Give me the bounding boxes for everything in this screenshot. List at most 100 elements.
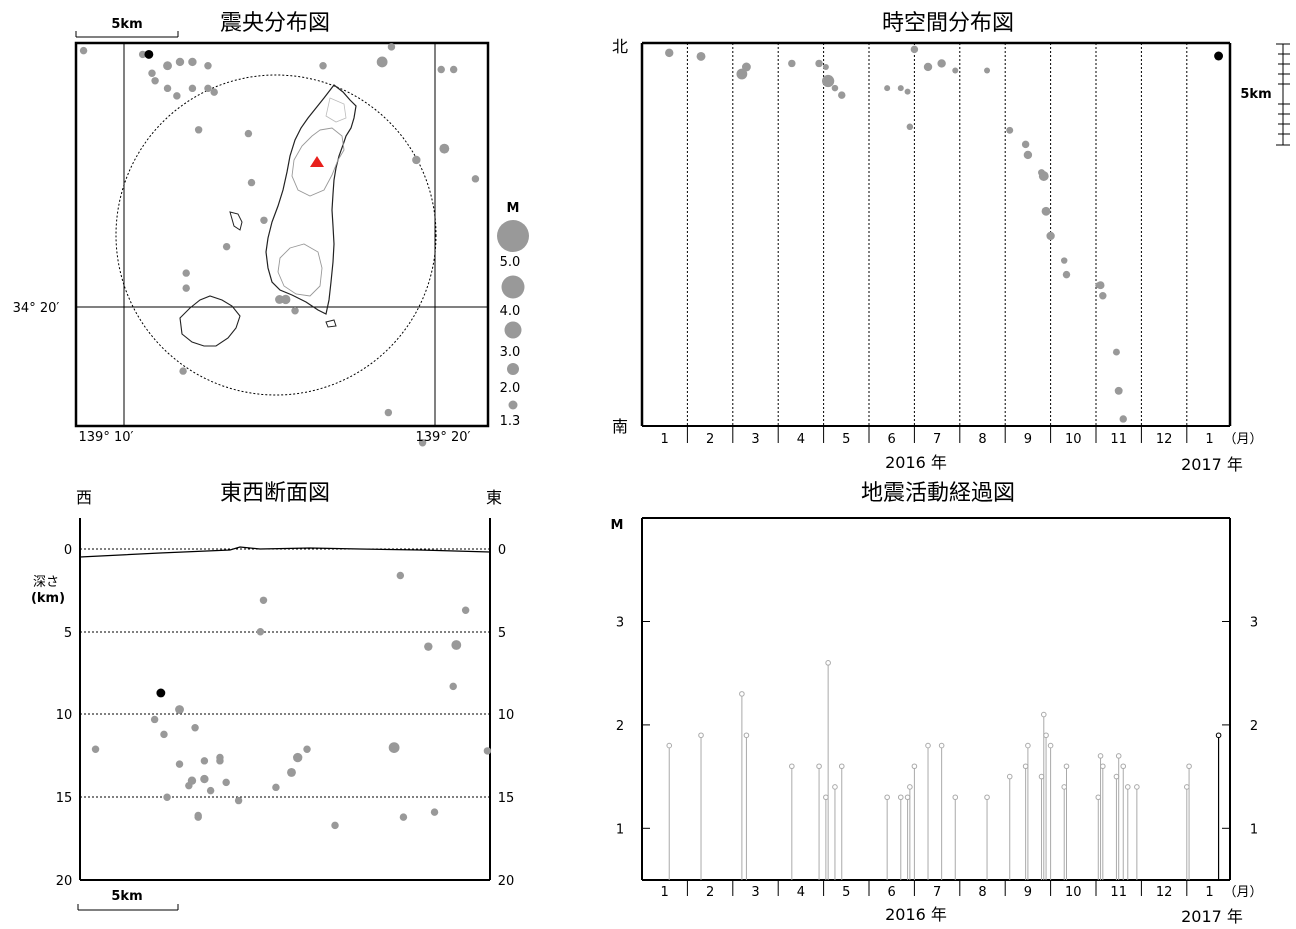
- depth-tick: 5: [64, 626, 72, 641]
- event-marker: [1040, 711, 1047, 718]
- map-scale-label: 5km: [111, 17, 142, 32]
- cross-section-hypocenters: [91, 571, 492, 830]
- legend-title: M: [507, 201, 520, 216]
- year-label-2017: 2017 年: [1181, 455, 1243, 474]
- mt-title: 地震活動経過図: [861, 481, 1015, 506]
- hypocenter-point: [91, 745, 100, 753]
- event-marker: [938, 742, 945, 749]
- epicenter-point: [471, 175, 480, 183]
- event-marker: [838, 763, 845, 770]
- hypocenter-point: [191, 724, 199, 732]
- month-label: 12: [1156, 885, 1173, 900]
- event-marker: [743, 732, 750, 739]
- island-contour: [325, 97, 347, 123]
- depth-tick-right: 20: [498, 874, 515, 889]
- map-epicenters: [79, 43, 480, 447]
- event-marker: [666, 742, 673, 749]
- spacetime-point: [1114, 386, 1123, 395]
- mt-y-label: M: [611, 518, 624, 533]
- month-label: 10: [1065, 432, 1082, 447]
- event-marker: [925, 742, 931, 749]
- month-label: 2: [706, 885, 714, 900]
- spacetime-point: [1096, 281, 1105, 290]
- month-label: 12: [1156, 432, 1173, 447]
- epicenter-point: [175, 57, 185, 67]
- month-label: 6: [888, 885, 896, 900]
- spacetime-point: [910, 45, 919, 54]
- depth-tick-right: 15: [498, 791, 515, 806]
- depth-tick: 0: [64, 543, 72, 558]
- hypocenter-point: [163, 793, 171, 801]
- legend-symbol-m2: [507, 363, 519, 375]
- event-marker: [1184, 784, 1190, 790]
- map-scale-bar: 5km: [75, 17, 179, 38]
- mt-event-bars: [666, 660, 1222, 880]
- volcano-triangle-icon: [310, 156, 324, 167]
- event-marker: [1113, 773, 1120, 780]
- epicenter-point: [387, 43, 396, 51]
- event-marker: [1134, 784, 1140, 790]
- map-radius-circle: [115, 74, 437, 396]
- spacetime-point: [1006, 126, 1014, 134]
- y-tick-label: 3: [616, 616, 624, 631]
- month-label: 8: [978, 432, 986, 447]
- month-label: 1: [1205, 432, 1213, 447]
- spacetime-scale-bar: 5km: [1240, 43, 1290, 146]
- spacetime-point: [1112, 348, 1120, 356]
- legend-label: 4.0: [500, 304, 521, 319]
- epicenter-point: [247, 178, 256, 187]
- epicenter-point: [437, 65, 445, 74]
- event-marker: [1100, 763, 1106, 770]
- hypocenter-point: [259, 596, 268, 605]
- spacetime-point: [1119, 415, 1127, 423]
- spacetime-point: [741, 62, 751, 72]
- epicenter-point: [79, 46, 88, 55]
- month-label: 7: [933, 885, 941, 900]
- month-label: 8: [978, 885, 986, 900]
- month-label: 1: [1205, 885, 1213, 900]
- event-marker: [1022, 763, 1029, 770]
- map-title: 震央分布図: [220, 11, 330, 36]
- event-marker: [698, 732, 704, 739]
- spacetime-point: [696, 51, 706, 61]
- latest-epicenter-point: [144, 49, 154, 59]
- map-lat-label: 34° 20′: [13, 301, 60, 316]
- event-marker: [789, 763, 795, 770]
- epicenter-point: [291, 307, 299, 315]
- spacetime-title: 時空間分布図: [882, 11, 1014, 36]
- event-marker: [904, 794, 911, 801]
- legend-symbol-m5: [497, 220, 529, 252]
- mt-panel: 地震活動経過図 M 1 12 23 3 1 2 3 4 5 6 7 8 9 10 11 12 1 （月） 20…: [611, 481, 1263, 926]
- epicenter-point: [182, 284, 190, 292]
- spacetime-scale-label: 5km: [1240, 87, 1271, 102]
- hypocenter-point: [256, 628, 265, 636]
- legend-symbol-m1: [508, 400, 518, 410]
- spacetime-point: [984, 67, 991, 74]
- hypocenter-point: [222, 778, 230, 787]
- event-marker: [952, 794, 959, 801]
- hypocenter-point: [206, 786, 215, 795]
- spacetime-point: [665, 48, 674, 58]
- month-label: 4: [797, 885, 805, 900]
- hypocenter-point: [388, 742, 400, 753]
- island-contour: [277, 243, 323, 297]
- hypocenter-point: [396, 571, 405, 580]
- cross-section-scale-bar: 5km: [77, 889, 179, 911]
- epicenter-point: [376, 56, 388, 68]
- hypocenter-point: [175, 760, 184, 768]
- legend-label: 3.0: [500, 345, 521, 360]
- legend-label: 1.3: [500, 414, 521, 429]
- epicenter-map-panel: 震央分布図 5km 34° 20′ 139° 10′ 139° 20′: [13, 11, 490, 447]
- event-marker: [823, 794, 829, 801]
- epicenter-point: [182, 269, 190, 277]
- month-label: 1: [661, 885, 669, 900]
- spacetime-month-gridlines: [686, 43, 1188, 426]
- hypocenter-point: [303, 745, 311, 753]
- event-marker: [1063, 763, 1070, 770]
- y-tick-label-right: 1: [1250, 822, 1258, 837]
- epicenter-point: [138, 50, 147, 59]
- hypocenter-point: [451, 640, 462, 650]
- event-marker: [816, 763, 822, 770]
- event-marker: [1186, 763, 1192, 770]
- east-label: 東: [486, 488, 502, 507]
